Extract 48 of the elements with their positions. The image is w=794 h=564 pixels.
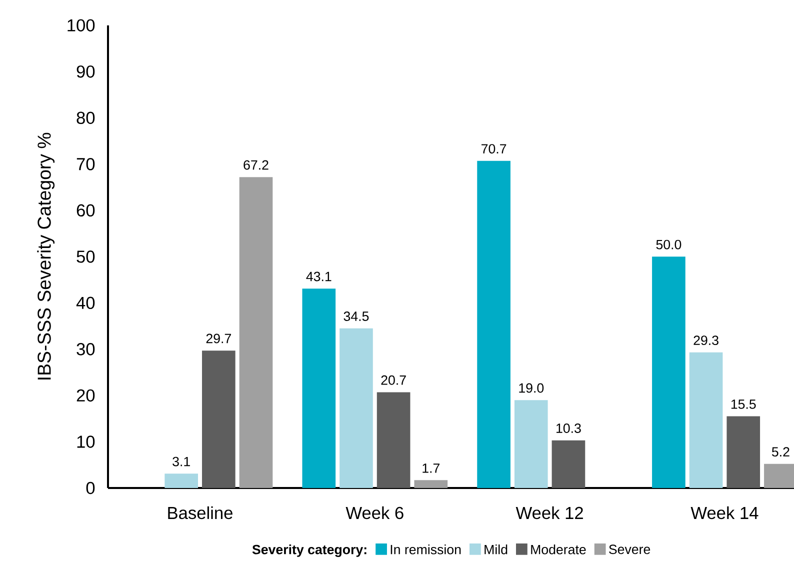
y-tick-label: 20 bbox=[76, 389, 95, 402]
data-label: 34.5 bbox=[344, 312, 369, 321]
data-label: 43.1 bbox=[306, 272, 332, 282]
bar bbox=[552, 440, 586, 488]
y-axis-title: IBS-SSS Severity Category % bbox=[37, 132, 55, 380]
bar bbox=[202, 350, 236, 488]
y-tick-label: 90 bbox=[76, 65, 95, 78]
legend-label: Moderate bbox=[531, 544, 586, 554]
y-tick-label: 0 bbox=[86, 482, 95, 494]
data-label: 29.7 bbox=[206, 334, 231, 344]
data-label: 5.2 bbox=[772, 447, 790, 457]
x-tick-label: Baseline bbox=[168, 506, 232, 520]
bar bbox=[340, 328, 373, 488]
bar bbox=[726, 416, 760, 488]
data-label: 10.3 bbox=[556, 424, 581, 433]
data-label: 20.7 bbox=[381, 375, 406, 385]
bar bbox=[376, 392, 410, 488]
data-label: 19.0 bbox=[519, 383, 544, 393]
y-tick-label: 100 bbox=[68, 19, 95, 32]
bar bbox=[302, 288, 336, 488]
legend-label: Mild bbox=[484, 544, 508, 554]
bar bbox=[414, 480, 448, 488]
bar bbox=[164, 474, 198, 488]
y-tick-label: 40 bbox=[76, 296, 95, 310]
legend-label: Severe bbox=[609, 544, 650, 554]
bar bbox=[239, 177, 273, 488]
y-tick-label: 80 bbox=[76, 112, 95, 124]
x-tick-label: Week 12 bbox=[516, 506, 583, 520]
data-label: 3.1 bbox=[172, 456, 190, 466]
data-label: 1.7 bbox=[422, 464, 440, 473]
y-tick-label: 60 bbox=[76, 204, 95, 217]
x-tick-label: Week 14 bbox=[690, 506, 758, 520]
bar bbox=[689, 352, 723, 488]
data-label: 67.2 bbox=[244, 160, 268, 170]
data-label: 29.3 bbox=[694, 336, 718, 346]
data-label: 15.5 bbox=[731, 400, 756, 409]
y-tick-label: 50 bbox=[76, 250, 95, 263]
data-label: 70.7 bbox=[482, 144, 506, 154]
data-label: 50.0 bbox=[656, 240, 682, 250]
bar bbox=[477, 160, 510, 488]
bar bbox=[652, 256, 686, 488]
x-tick-label: Week 6 bbox=[346, 506, 404, 520]
y-tick-label: 70 bbox=[76, 158, 95, 170]
legend-label: In remission bbox=[390, 544, 461, 554]
y-tick-label: 30 bbox=[76, 343, 95, 356]
y-tick-label: 10 bbox=[77, 436, 95, 448]
bar bbox=[514, 400, 548, 488]
legend-title: Severity category: bbox=[252, 544, 366, 557]
